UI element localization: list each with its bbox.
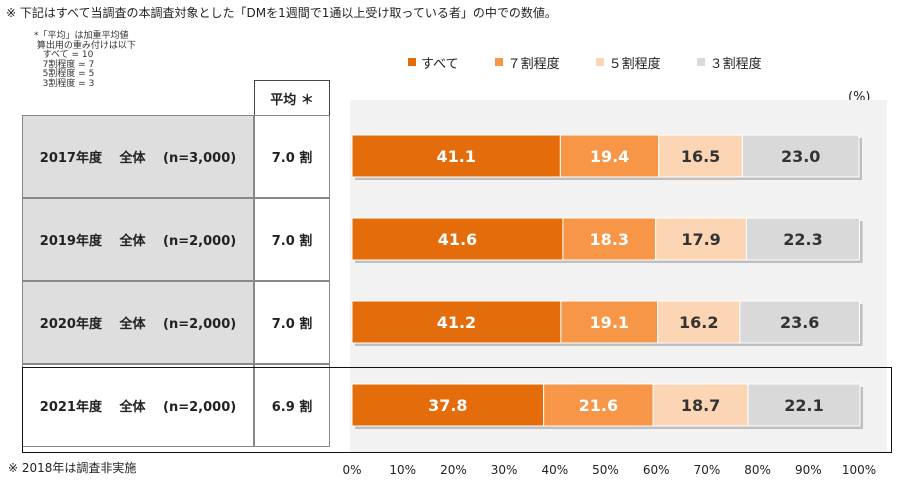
bar-data-label: 19.4 [590,147,629,166]
x-tick-label: 30% [491,463,518,477]
row-average-value: 7.0 割 [254,198,330,281]
bar-data-label: 41.6 [438,230,477,249]
x-tick-label: 100% [842,463,876,477]
legend-item: ５割程度 [595,53,661,72]
bar-segment [655,217,747,261]
bar-segment [351,383,545,427]
table-row: 2017年度 全体 (n=3,000) 7.0 割 [22,115,330,198]
x-tick-label: 50% [592,463,619,477]
bar-segment [747,383,861,427]
legend-item: ３割程度 [696,53,762,72]
legend-label: すべて [421,56,459,72]
legend-item: すべて [408,53,459,72]
bar-data-label: 19.1 [590,313,629,332]
bar-segment [652,383,749,427]
bar-data-label: 22.1 [784,396,823,415]
x-tick-label: 40% [541,463,568,477]
x-tick-label: 20% [440,463,467,477]
row-average-value: 7.0 割 [254,281,330,364]
x-tick-label: 90% [795,463,822,477]
average-column-header: 平均 ＊ [254,80,330,115]
row-category-label: 2019年度 全体 (n=2,000) [22,198,254,281]
bar-data-label: 41.1 [436,147,475,166]
bar-data-label: 18.7 [681,396,720,415]
highlight-2021-box [22,367,892,453]
x-tick-label: 80% [744,463,771,477]
bar-data-label: 37.8 [428,396,467,415]
row-category-label: 2020年度 全体 (n=2,000) [22,281,254,364]
bar-data-label: 18.3 [590,230,629,249]
bar-segment [657,300,741,344]
bar-segment [658,134,743,178]
x-tick-label: 70% [694,463,721,477]
row-average-value: 7.0 割 [254,115,330,198]
x-tick-label: 60% [643,463,670,477]
bar-data-label: 41.2 [437,313,476,332]
bar-data-label: 23.0 [781,147,820,166]
x-tick-label: 10% [389,463,416,477]
bar-data-label: 16.5 [681,147,720,166]
row-category-label: 2017年度 全体 (n=3,000) [22,115,254,198]
legend-swatch [595,58,604,66]
weighting-note: *「平均」は加重平均値 算出用の重み付けは以下 すべて = 10 7割程度 = … [34,31,136,89]
table-row: 2021年度 全体 (n=2,000) 6.9 割 [22,364,330,447]
bottom-note: ※ 2018年は調査非実施 [8,461,137,475]
bar-data-label: 16.2 [679,313,718,332]
table-row: 2020年度 全体 (n=2,000) 7.0 割 [22,281,330,364]
table-row: 2019年度 全体 (n=2,000) 7.0 割 [22,198,330,281]
bar-segment [351,134,561,178]
legend-item: ７割程度 [494,53,560,72]
legend-label: ３割程度 [709,56,762,72]
legend-label: ７割程度 [507,56,560,72]
legend-swatch [408,58,416,66]
x-tick-label: 0% [342,463,361,477]
legend-label: ５割程度 [608,56,661,72]
bar-segment [741,134,860,178]
legend-swatch [494,58,503,66]
legend: すべて ７割程度 ５割程度 ３割程度 [408,53,798,72]
bar-segment [745,217,861,261]
bar-data-label: 17.9 [681,230,720,249]
bar-segment [351,217,564,261]
bar-data-label: 21.6 [579,396,618,415]
bar-data-label: 22.3 [783,230,822,249]
bar-segment [543,383,654,427]
top-note: ※ 下記はすべて当調査の本調査対象とした「DMを1週間で1通以上受け取っている者… [6,6,557,20]
row-category-label: 2021年度 全体 (n=2,000) [22,364,254,447]
bar-segment [739,300,861,344]
legend-swatch [696,58,705,66]
bar-data-label: 23.6 [780,313,819,332]
row-average-value: 6.9 割 [254,364,330,447]
